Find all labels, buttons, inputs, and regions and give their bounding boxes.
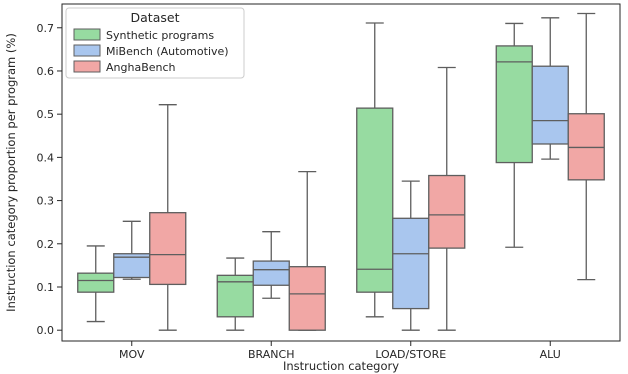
box-alu-2: [531, 17, 569, 160]
y-tick-label: 0.5: [37, 108, 55, 121]
x-tick-label: BRANCH: [248, 348, 294, 361]
box-branch-1: [216, 257, 254, 331]
plot-area: [77, 12, 605, 331]
iqr-box: [149, 212, 187, 286]
x-tick-label: ALU: [540, 348, 561, 361]
x-tick-label: LOAD/STORE: [375, 348, 446, 361]
box-branch-2: [252, 231, 290, 299]
plot-frame: [61, 3, 621, 342]
x-axis-label: Instruction category: [283, 359, 399, 373]
legend-swatch: [73, 60, 101, 73]
legend-title: Dataset: [131, 10, 180, 25]
iqr-box: [288, 266, 326, 331]
legend-label: Synthetic programs: [106, 29, 214, 42]
box-mov-1: [77, 245, 115, 323]
axes: 0.0 0.1 0.2 0.3 0.4 0.5 0.6 0.7 MOV BRANCH LOAD/ST…: [37, 3, 621, 361]
legend-frame: [65, 7, 245, 79]
y-tick-label: 0.4: [37, 151, 55, 164]
y-tick-label: 0.2: [37, 238, 55, 251]
y-tick-label: 0.0: [37, 324, 55, 337]
y-tick-label: 0.6: [37, 65, 55, 78]
iqr-box: [531, 65, 569, 145]
box-load-store-1: [356, 22, 394, 318]
y-tick-label: 0.7: [37, 22, 55, 35]
box-branch-3: [288, 170, 326, 331]
legend-label: MiBench (Automotive): [106, 45, 229, 58]
iqr-box: [392, 217, 430, 310]
iqr-box: [356, 107, 394, 293]
y-tick-label: 0.1: [37, 281, 55, 294]
y-tick-label: 0.3: [37, 195, 55, 208]
box-load-store-2: [392, 180, 430, 331]
iqr-box: [77, 272, 115, 293]
legend: Dataset Synthetic programs MiBench (Autom…: [65, 7, 245, 79]
iqr-box: [495, 45, 533, 164]
box-load-store-3: [428, 66, 466, 331]
x-tick-label: MOV: [119, 348, 145, 361]
box-alu-3: [567, 12, 605, 281]
y-axis-label: Instruction category proportion per prog…: [4, 33, 18, 312]
box-alu-1: [495, 22, 533, 248]
iqr-box: [252, 260, 290, 286]
legend-label: AnghaBench: [106, 61, 176, 74]
legend-swatch: [73, 44, 101, 57]
box-mov-3: [149, 104, 187, 331]
legend-swatch: [73, 28, 101, 41]
legend-entries: Synthetic programs MiBench (Automotive) An…: [73, 28, 229, 74]
iqr-box: [428, 174, 466, 249]
